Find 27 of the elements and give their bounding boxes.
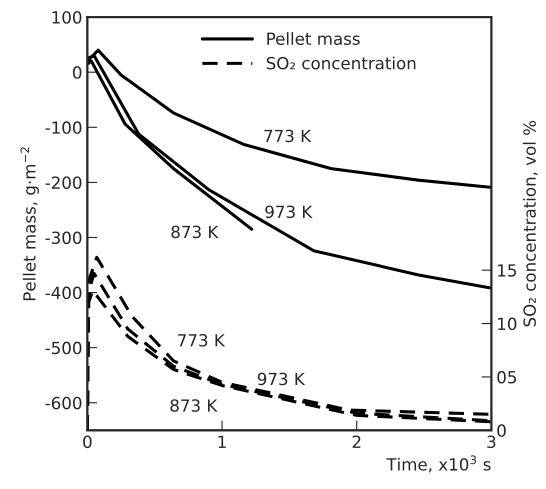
legend-label: Pellet mass xyxy=(267,32,360,46)
y2-axis-title: SO₂ concentration, vol % xyxy=(523,120,538,326)
annotation: 773 K xyxy=(178,334,226,347)
y2-tick-label: 05 xyxy=(497,370,516,384)
y-tick-label: -200 xyxy=(45,176,82,189)
y-tick-label: -600 xyxy=(45,396,82,410)
annotation: 973 K xyxy=(265,205,313,218)
y-tick-label: -100 xyxy=(45,121,82,134)
x-axis-title: Time, x10$^{3}$ s xyxy=(386,455,491,472)
y2-tick-label: 0 xyxy=(497,424,506,437)
y-tick-label: 0 xyxy=(72,66,82,79)
annotation: 873 K xyxy=(170,399,218,412)
annotation: 973 K xyxy=(258,372,306,386)
x-tick-label: 3 xyxy=(487,435,496,448)
y-axis-title: Pellet mass, g·m$^{−2}$ xyxy=(20,147,39,300)
annotation: 773 K xyxy=(264,130,312,142)
x-tick-label: 1 xyxy=(218,436,226,448)
y-tick-label: -500 xyxy=(45,342,82,354)
annotation: 873 K xyxy=(171,226,219,238)
y-tick-label: 100 xyxy=(52,11,82,24)
y2-tick-label: 15 xyxy=(498,264,516,277)
x-tick-label: 0 xyxy=(83,435,92,448)
legend-label: SO₂ concentration xyxy=(266,56,416,70)
y2-tick-label: 10 xyxy=(498,318,516,330)
y-tick-label: -400 xyxy=(45,286,82,300)
y-tick-label: -300 xyxy=(45,231,82,244)
x-tick-label: 2 xyxy=(352,435,360,448)
